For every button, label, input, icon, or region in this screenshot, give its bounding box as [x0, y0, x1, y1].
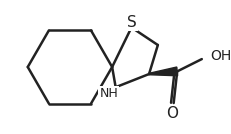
- Text: OH: OH: [210, 49, 231, 64]
- Text: O: O: [165, 106, 177, 121]
- Text: NH: NH: [99, 87, 118, 100]
- Text: S: S: [126, 15, 136, 30]
- Polygon shape: [148, 67, 177, 76]
